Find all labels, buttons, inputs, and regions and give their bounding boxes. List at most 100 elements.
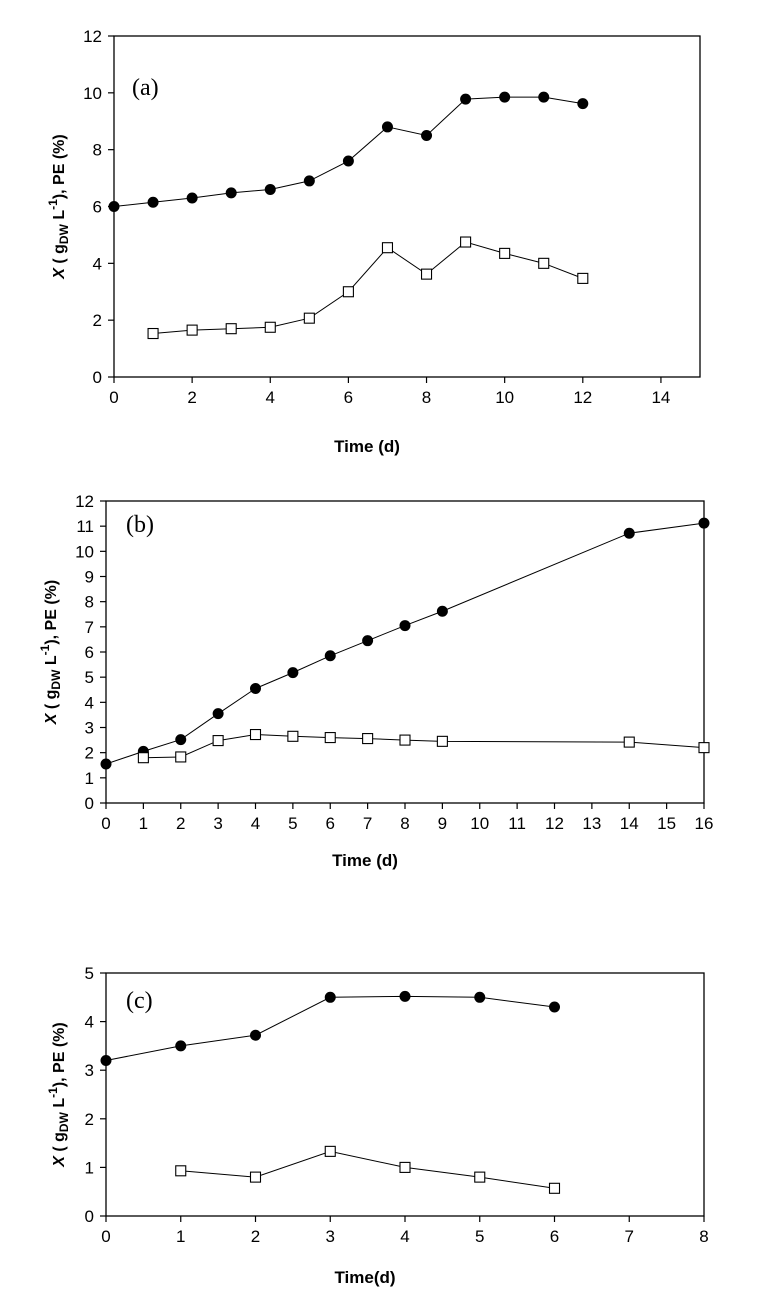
x-tick-label: 16 — [695, 814, 714, 833]
chart-panel-3: 0 1 2 3 4 5 6 7 8 0 1 2 3 4 5 (c) Time(d) X ( gDW L-1), P… — [46, 964, 709, 1287]
y-tick-label: 5 — [85, 668, 94, 687]
data-point-square — [538, 257, 550, 269]
plot-frame — [105, 500, 705, 804]
x-tick-label: 2 — [251, 1227, 260, 1246]
data-point-circle — [342, 155, 354, 167]
series-line-2 — [143, 734, 705, 759]
data-point-square — [342, 286, 354, 298]
y-axis-label-sup: -1 — [46, 1087, 60, 1098]
data-point-circle — [577, 98, 589, 110]
data-point-square — [420, 268, 433, 280]
data-point-square — [474, 1171, 486, 1183]
y-tick-label: 3 — [85, 719, 94, 738]
y-axis-label-unit: L — [51, 1098, 68, 1112]
y-tick-label: 12 — [83, 27, 102, 46]
data-point-square — [249, 728, 262, 741]
x-tick-label: 6 — [344, 388, 353, 407]
data-point-square — [548, 1182, 561, 1194]
y-axis-label: X ( gDW L-1), PE (%) — [46, 1022, 71, 1167]
x-tick-label: 0 — [109, 388, 118, 407]
y-axis-label-open: ( g — [51, 244, 68, 268]
x-tick-label: 5 — [475, 1227, 484, 1246]
y-axis-label-close: ), PE (%) — [51, 134, 68, 199]
y-tick-label: 9 — [85, 568, 94, 587]
data-point-circle — [324, 991, 336, 1003]
x-tick-label: 13 — [582, 814, 601, 833]
y-tick-label: 3 — [85, 1061, 94, 1080]
data-point-square — [225, 323, 237, 335]
y-axis-label-unit: L — [43, 655, 60, 669]
data-point-circle — [421, 129, 433, 141]
x-tick-label: 8 — [422, 388, 431, 407]
data-point-circle — [698, 517, 710, 529]
plot-frame — [105, 972, 705, 1217]
plot-frame — [113, 35, 701, 378]
data-point-square — [436, 735, 448, 747]
x-axis-label: Time(d) — [334, 1268, 395, 1287]
y-tick-label: 11 — [76, 517, 94, 536]
data-point-circle — [100, 1054, 112, 1066]
x-tick-label: 15 — [657, 814, 676, 833]
data-point-square — [264, 321, 276, 333]
y-axis-label-sup: -1 — [46, 199, 60, 210]
x-axis-label: Time (d) — [332, 851, 398, 870]
data-point-circle — [175, 734, 187, 746]
data-point-square — [137, 752, 149, 764]
y-tick-label: 4 — [93, 254, 102, 273]
y-axis-label-var: X — [51, 267, 68, 280]
data-point-square — [287, 730, 299, 742]
y-axis-label-open: ( g — [51, 1132, 68, 1156]
y-tick-label: 8 — [93, 141, 102, 160]
data-point-circle — [499, 91, 511, 103]
y-tick-label: 2 — [93, 311, 102, 330]
series-line-1 — [105, 995, 555, 1061]
x-tick-label: 10 — [495, 388, 514, 407]
data-point-square — [362, 733, 374, 745]
y-tick-label: 0 — [93, 368, 102, 387]
data-point-square — [399, 734, 411, 746]
series-line-2 — [180, 1150, 555, 1189]
data-point-square — [324, 1145, 336, 1157]
y-tick-label: 2 — [85, 1110, 94, 1129]
x-tick-label: 14 — [651, 388, 670, 407]
series-line-1 — [113, 96, 583, 207]
x-tick-label: 12 — [545, 814, 564, 833]
x-tick-label: 2 — [187, 388, 196, 407]
data-point-circle — [212, 708, 224, 720]
y-tick-label: 2 — [85, 744, 94, 763]
data-point-square — [324, 732, 336, 744]
x-tick-label: 4 — [251, 814, 260, 833]
panel-label: (a) — [132, 75, 159, 101]
data-point-square — [399, 1161, 411, 1173]
y-tick-label: 8 — [85, 593, 94, 612]
y-axis-label-close: ), PE (%) — [51, 1022, 68, 1087]
y-tick-label: 10 — [83, 84, 102, 103]
x-tick-label: 3 — [213, 814, 222, 833]
y-tick-label: 12 — [75, 492, 94, 511]
x-tick-label: 0 — [101, 1227, 110, 1246]
data-point-square — [175, 751, 187, 763]
data-point-square — [147, 327, 159, 340]
y-axis-label-sup: -1 — [38, 644, 52, 655]
y-tick-label: 0 — [85, 1207, 94, 1226]
x-tick-label: 14 — [620, 814, 639, 833]
data-point-square — [577, 272, 589, 284]
y-tick-label: 6 — [93, 198, 102, 217]
data-point-square — [186, 324, 198, 336]
x-tick-label: 9 — [438, 814, 447, 833]
data-point-circle — [108, 201, 120, 212]
y-axis-label-var: X — [43, 712, 60, 725]
x-tick-label: 6 — [550, 1227, 559, 1246]
data-point-circle — [225, 187, 237, 199]
y-axis-label: X ( gDW L-1), PE (%) — [38, 580, 63, 725]
data-point-square — [212, 735, 224, 747]
data-point-circle — [303, 175, 315, 187]
x-tick-label: 12 — [573, 388, 592, 407]
y-tick-label: 1 — [85, 1158, 94, 1177]
x-tick-label: 3 — [326, 1227, 335, 1246]
data-point-circle — [186, 192, 198, 204]
data-point-circle — [250, 1029, 261, 1041]
data-point-circle — [264, 183, 276, 195]
data-point-circle — [175, 1040, 187, 1052]
data-point-circle — [362, 635, 374, 647]
